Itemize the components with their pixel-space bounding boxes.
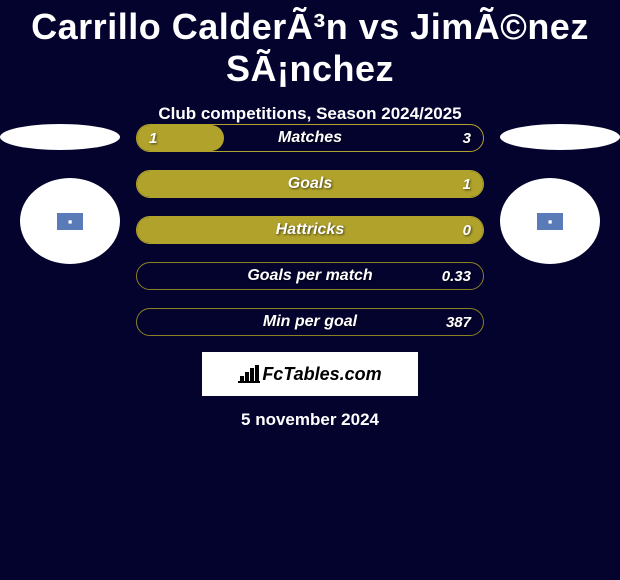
subtitle: Club competitions, Season 2024/2025: [0, 104, 620, 124]
player-left-ellipse-icon: [0, 124, 120, 150]
bars-icon: [238, 365, 260, 383]
comparison-card: Carrillo CalderÃ³n vs JimÃ©nez SÃ¡nchez …: [0, 0, 620, 580]
player-left-badge: ▪: [20, 178, 120, 264]
stat-label: Hattricks: [137, 217, 483, 243]
stat-bar: 1Matches3: [136, 124, 484, 152]
stat-value-right: 1: [463, 171, 471, 197]
player-right-flag-icon: ▪: [537, 213, 563, 230]
stat-bar: Min per goal387: [136, 308, 484, 336]
stat-bars: 1Matches3Goals1Hattricks0Goals per match…: [136, 124, 484, 354]
stat-bar: Hattricks0: [136, 216, 484, 244]
player-left-flag-icon: ▪: [57, 213, 83, 230]
stat-value-right: 0: [463, 217, 471, 243]
stat-value-right: 3: [463, 125, 471, 151]
player-right-ellipse-icon: [500, 124, 620, 150]
player-right-badge: ▪: [500, 178, 600, 264]
source-logo: FcTables.com: [202, 352, 418, 396]
stat-label: Goals per match: [137, 263, 483, 289]
stat-value-right: 387: [446, 309, 471, 335]
stat-label: Min per goal: [137, 309, 483, 335]
snapshot-date: 5 november 2024: [0, 410, 620, 430]
stat-bar: Goals per match0.33: [136, 262, 484, 290]
page-title: Carrillo CalderÃ³n vs JimÃ©nez SÃ¡nchez: [0, 0, 620, 90]
stat-bar: Goals1: [136, 170, 484, 198]
source-logo-text: FcTables.com: [262, 364, 381, 385]
stat-label: Matches: [137, 125, 483, 151]
stat-value-right: 0.33: [442, 263, 471, 289]
stat-label: Goals: [137, 171, 483, 197]
